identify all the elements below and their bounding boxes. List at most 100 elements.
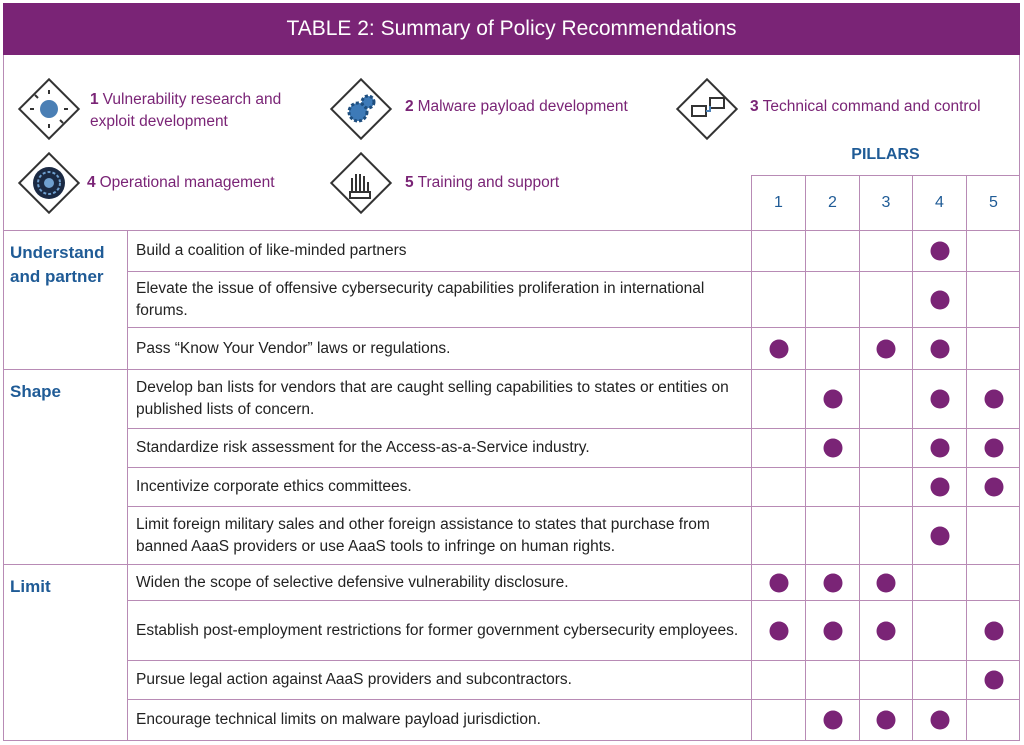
pillar-cell [966, 327, 1020, 369]
pillar-cell [751, 600, 805, 660]
pillar-dot [876, 710, 896, 730]
pillar-dot [769, 573, 788, 592]
pillar-cell [751, 230, 805, 271]
legend-label: Vulnerability research and exploit devel… [90, 91, 282, 130]
pillar-cell [805, 327, 859, 369]
pillar-dot [823, 438, 842, 458]
pillar-dot [930, 477, 949, 497]
recommendation: Build a coalition of like-minded partner… [127, 230, 751, 271]
pillar-cell [859, 271, 912, 327]
pillar-dot [984, 389, 1003, 409]
pillar-cell [912, 506, 966, 564]
pillar-cell [912, 428, 966, 467]
recommendation: Elevate the issue of offensive cybersecu… [127, 271, 751, 327]
pillar-cell [912, 369, 966, 428]
pillar-cell [912, 600, 966, 660]
pillar-cell [751, 506, 805, 564]
icon-training [329, 151, 393, 215]
pillar-cell [805, 428, 859, 467]
column-header: 4 [912, 175, 966, 230]
pillar-dot [984, 477, 1003, 497]
pillar-cell [805, 660, 859, 699]
pillar-dot [984, 621, 1003, 640]
recommendation: Encourage technical limits on malware pa… [127, 699, 751, 740]
pillar-cell [751, 428, 805, 467]
pillar-dot [930, 389, 949, 409]
legend-number: 2 [405, 98, 414, 115]
pillar-dot [823, 389, 842, 409]
pillar-cell [966, 467, 1020, 506]
pillar-cell [751, 369, 805, 428]
legend-number: 5 [405, 174, 414, 191]
pillar-dot [930, 241, 949, 261]
pillar-dot [930, 710, 949, 730]
pillar-cell [966, 271, 1020, 327]
column-header: 1 [751, 175, 805, 230]
pillar-cell [966, 699, 1020, 740]
pillar-dot [769, 339, 788, 358]
pillar-cell [912, 230, 966, 271]
pillar-cell [912, 467, 966, 506]
pillar-cell [805, 230, 859, 271]
pillar-dot [984, 670, 1003, 690]
icon-command [675, 77, 739, 141]
legend-item: 1 Vulnerability research and exploit deve… [90, 89, 320, 133]
legend-item: 5 Training and support [405, 172, 559, 194]
pillar-cell [966, 564, 1020, 600]
pillar-cell [966, 369, 1020, 428]
legend-label: Malware payload development [417, 98, 628, 115]
pillar-dot [984, 438, 1003, 458]
pillar-cell [859, 467, 912, 506]
pillar-cell [859, 230, 912, 271]
legend-item: 2 Malware payload development [405, 96, 628, 118]
pillar-cell [751, 699, 805, 740]
pillar-dot [930, 526, 949, 545]
category: Shape [3, 369, 127, 564]
pillar-cell [805, 369, 859, 428]
legend-item: 3 Technical command and control [750, 96, 981, 118]
pillar-cell [966, 600, 1020, 660]
pillar-cell [859, 564, 912, 600]
pillar-cell [805, 506, 859, 564]
category: Understand and partner [3, 230, 127, 369]
pillar-cell [912, 271, 966, 327]
pillar-cell [805, 467, 859, 506]
legend-label: Technical command and control [762, 98, 981, 115]
pillar-cell [805, 271, 859, 327]
pillar-dot [930, 339, 949, 358]
pillar-cell [966, 506, 1020, 564]
pillar-cell [751, 564, 805, 600]
title-bar: TABLE 2: Summary of Policy Recommendatio… [3, 3, 1020, 55]
pillar-cell [859, 369, 912, 428]
pillar-cell [751, 271, 805, 327]
recommendation: Limit foreign military sales and other f… [127, 506, 751, 564]
recommendation: Develop ban lists for vendors that are c… [127, 369, 751, 428]
pillar-cell [859, 327, 912, 369]
legend-number: 4 [87, 174, 96, 191]
pillar-cell [751, 660, 805, 699]
pillar-cell [966, 428, 1020, 467]
legend-number: 3 [750, 98, 759, 115]
pillar-dot [823, 573, 842, 592]
pillar-cell [912, 660, 966, 699]
pillar-cell [859, 699, 912, 740]
pillar-dot [876, 339, 896, 358]
pillar-dot [930, 290, 949, 309]
column-header: 3 [859, 175, 912, 230]
icon-operational [17, 151, 81, 215]
legend-item: 4 Operational management [87, 172, 275, 194]
column-header: 5 [966, 175, 1020, 230]
table-frame [3, 55, 1020, 741]
column-header: 2 [805, 175, 859, 230]
pillar-dot [876, 573, 896, 592]
pillar-cell [751, 327, 805, 369]
pillar-cell [805, 600, 859, 660]
pillar-dot [930, 438, 949, 458]
pillar-dot [823, 621, 842, 640]
pillar-cell [859, 428, 912, 467]
pillars-label: PILLARS [851, 146, 920, 163]
pillar-dot [769, 621, 788, 640]
recommendation: Pass “Know Your Vendor” laws or regulati… [127, 327, 751, 369]
recommendation: Standardize risk assessment for the Acce… [127, 428, 751, 467]
